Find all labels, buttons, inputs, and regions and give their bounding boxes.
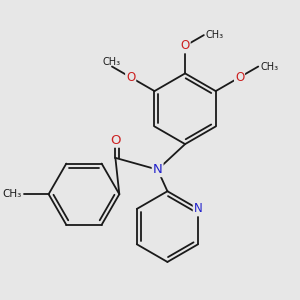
Text: CH₃: CH₃ xyxy=(206,30,224,40)
Text: CH₃: CH₃ xyxy=(103,56,121,67)
Text: CH₃: CH₃ xyxy=(3,189,22,199)
Text: CH₃: CH₃ xyxy=(260,61,278,71)
Text: O: O xyxy=(181,39,190,52)
Text: N: N xyxy=(153,163,163,176)
Text: O: O xyxy=(235,71,244,84)
Text: O: O xyxy=(110,134,121,147)
Text: O: O xyxy=(126,71,135,84)
Text: N: N xyxy=(194,202,203,215)
